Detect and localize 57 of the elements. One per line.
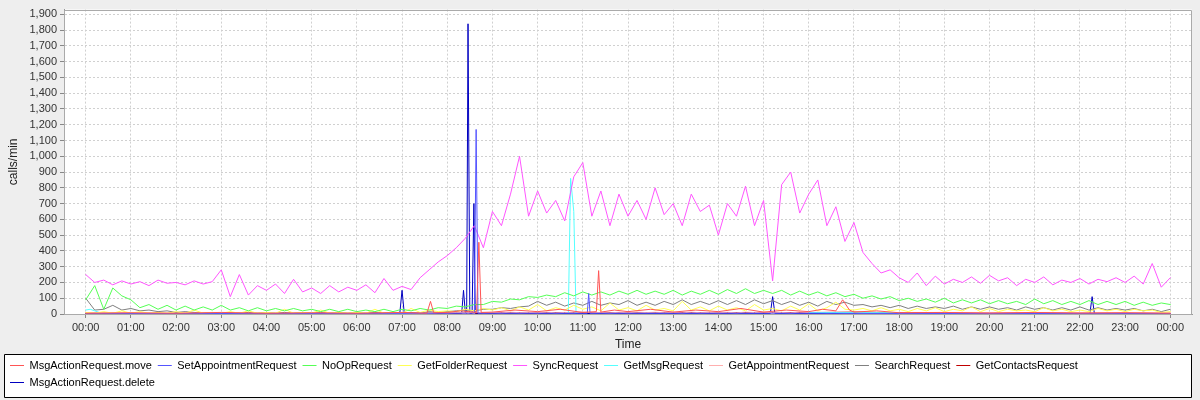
- x-tick-label: 11:00: [569, 320, 597, 333]
- y-tick-label: 1,400: [29, 86, 57, 99]
- y-tick-label: 1,500: [29, 70, 57, 83]
- legend-label: GetFolderRequest: [417, 358, 508, 371]
- legend-label: GetAppointmentRequest: [728, 358, 849, 371]
- y-tick-label: 600: [38, 212, 57, 225]
- legend-label: GetMsgRequest: [623, 358, 704, 371]
- x-tick-label: 00:00: [1156, 320, 1185, 333]
- x-tick-label: 12:00: [614, 320, 642, 333]
- x-axis-title: Time: [614, 337, 642, 352]
- x-tick-label: 15:00: [749, 320, 778, 333]
- y-tick-label: 200: [38, 275, 57, 288]
- x-tick-label: 17:00: [840, 320, 868, 333]
- legend-label: SetAppointmentRequest: [177, 358, 297, 371]
- y-tick-label: 300: [38, 259, 57, 272]
- legend-label: SearchRequest: [874, 358, 951, 371]
- y-tick-label: 1,100: [29, 133, 57, 146]
- y-tick-label: 1,700: [29, 38, 57, 51]
- y-tick-label: 800: [38, 180, 57, 193]
- x-tick-label: 21:00: [1020, 320, 1049, 333]
- y-tick-label: 1,200: [29, 117, 57, 130]
- x-tick-label: 23:00: [1111, 320, 1139, 333]
- legend-label: GetContactsRequest: [975, 358, 1078, 371]
- x-tick-label: 08:00: [433, 320, 461, 333]
- y-tick-label: 1,900: [29, 7, 57, 20]
- legend-label: MsgActionRequest.move: [29, 358, 152, 371]
- x-tick-label: 18:00: [885, 320, 913, 333]
- x-tick-label: 13:00: [659, 320, 687, 333]
- y-tick-label: 0: [50, 307, 57, 320]
- x-tick-label: 06:00: [343, 320, 371, 333]
- x-tick-label: 03:00: [207, 320, 236, 333]
- x-tick-label: 02:00: [162, 320, 190, 333]
- x-tick-label: 20:00: [975, 320, 1004, 333]
- legend-label: SyncRequest: [532, 358, 599, 371]
- y-tick-label: 1,800: [29, 23, 57, 36]
- x-tick-label: 07:00: [388, 320, 416, 333]
- y-tick-label: 400: [38, 243, 57, 256]
- y-tick-label: 1,600: [29, 54, 57, 67]
- x-tick-label: 19:00: [930, 320, 959, 333]
- x-tick-label: 00:00: [71, 320, 100, 333]
- legend-label: NoOpRequest: [322, 358, 392, 371]
- y-tick-label: 100: [38, 291, 57, 304]
- x-tick-label: 04:00: [252, 320, 281, 333]
- x-tick-label: 16:00: [795, 320, 823, 333]
- y-tick-label: 1,300: [29, 101, 57, 114]
- y-tick-label: 700: [38, 196, 57, 209]
- x-tick-label: 22:00: [1066, 320, 1094, 333]
- x-tick-label: 05:00: [297, 320, 326, 333]
- x-tick-label: 09:00: [478, 320, 507, 333]
- y-tick-label: 900: [38, 165, 57, 178]
- y-tick-label: 1,000: [29, 149, 57, 162]
- legend-label: MsgActionRequest.delete: [29, 375, 155, 388]
- y-axis-title: calls/min: [5, 138, 20, 186]
- x-tick-label: 10:00: [523, 320, 552, 333]
- x-tick-label: 14:00: [704, 320, 733, 333]
- y-tick-label: 500: [38, 228, 57, 241]
- x-tick-label: 01:00: [117, 320, 145, 333]
